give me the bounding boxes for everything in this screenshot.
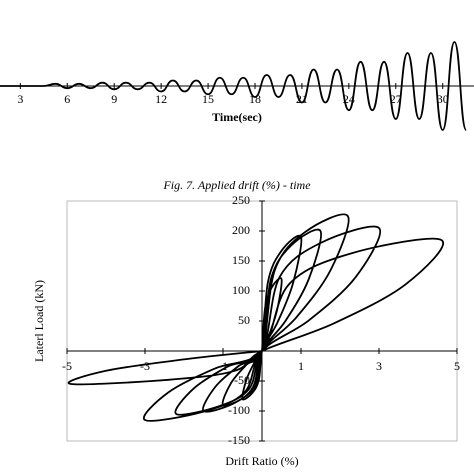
y-axis-title: Laterl Load (kN) [32, 280, 46, 362]
x-tick-label: -3 [140, 359, 150, 373]
x-tick-label: 6 [64, 92, 70, 106]
y-tick-label: 250 [232, 193, 250, 207]
x-tick-label: 15 [202, 92, 214, 106]
x-tick-label: 3 [376, 359, 382, 373]
x-tick-label: 5 [454, 359, 460, 373]
data-line [0, 41, 468, 131]
x-tick-label: 3 [17, 92, 23, 106]
x-tick-label: 27 [390, 92, 402, 106]
x-tick-label: -5 [62, 359, 72, 373]
x-tick-label: 21 [296, 92, 308, 106]
y-tick-label: 200 [232, 223, 250, 237]
y-tick-label: -100 [228, 403, 250, 417]
y-tick-label: 100 [232, 283, 250, 297]
x-tick-label: 12 [155, 92, 167, 106]
y-tick-label: -150 [228, 433, 250, 447]
y-tick-label: 150 [232, 253, 250, 267]
x-axis-title: Time(sec) [212, 110, 262, 124]
caption: Fig. 7. Applied drift (%) - time [162, 178, 311, 192]
x-axis-title: Drift Ratio (%) [225, 454, 298, 468]
x-tick-label: 30 [437, 92, 449, 106]
data-line [67, 213, 445, 422]
y-tick-label: 50 [238, 313, 250, 327]
x-tick-label: 9 [111, 92, 117, 106]
x-tick-label: 1 [298, 359, 304, 373]
